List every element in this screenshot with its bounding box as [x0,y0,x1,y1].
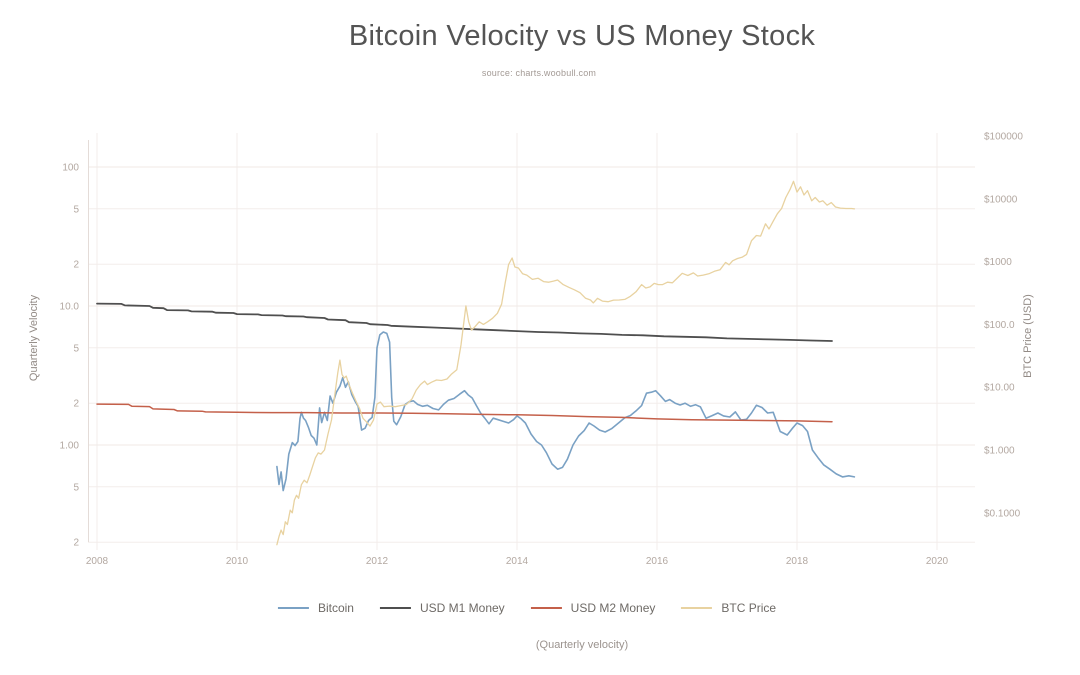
svg-text:2010: 2010 [226,556,249,567]
series-line-bitcoin [276,331,856,492]
right-axis-title: BTC Price (USD) [1022,294,1034,378]
svg-text:$1000: $1000 [984,257,1012,268]
svg-text:5: 5 [73,343,79,354]
right-axis-tick-labels: $100000 $10000 $1000 $100.0 $10.00 $1.000 $0.1… [984,132,1023,520]
gridlines [88,133,975,550]
legend: Bitcoin USD M1 Money USD M2 Money BTC Pr… [277,601,776,615]
svg-text:$0.1000: $0.1000 [984,508,1021,519]
svg-text:5: 5 [73,482,79,493]
svg-text:2012: 2012 [366,556,389,567]
legend-swatch-btc-price [681,607,713,609]
series-line-usd-m2-money [96,403,833,423]
legend-item-usd-m1-money[interactable]: USD M1 Money [379,601,505,615]
svg-text:10.0: 10.0 [60,302,80,313]
svg-text:2018: 2018 [786,556,809,567]
legend-swatch-bitcoin [277,607,309,609]
legend-label-usd-m2-money: USD M2 Money [570,601,656,615]
svg-text:$10.00: $10.00 [984,383,1015,394]
legend-label-btc-price: BTC Price [721,601,777,615]
legend-label-bitcoin: Bitcoin [317,601,354,615]
legend-swatch-usd-m2-money [530,607,562,609]
svg-text:2008: 2008 [86,556,109,567]
svg-text:$1.000: $1.000 [984,446,1015,457]
series-line-btc-price [276,180,856,546]
chart-subtitle: source: charts.woobull.com [481,68,597,78]
series-line-usd-m1-money [96,302,833,342]
svg-text:2016: 2016 [646,556,669,567]
svg-text:$100.0: $100.0 [984,320,1015,331]
svg-text:1.00: 1.00 [60,441,80,452]
svg-text:100: 100 [62,163,79,174]
left-axis-tick-labels: 100 5 2 10.0 5 2 1.00 5 2 [60,163,80,549]
svg-text:2: 2 [73,399,79,410]
x-axis-tick-labels: 2008 2010 2012 2014 2016 2018 2020 [86,556,949,567]
legend-item-bitcoin[interactable]: Bitcoin [277,601,354,615]
legend-item-btc-price[interactable]: BTC Price [681,601,776,615]
svg-text:2: 2 [73,538,79,549]
legend-label-usd-m1-money: USD M1 Money [419,601,505,615]
chart-title: Bitcoin Velocity vs US Money Stock [348,20,816,52]
left-axis-title: Quarterly Velocity [28,294,40,381]
svg-text:2014: 2014 [506,556,529,567]
legend-item-usd-m2-money[interactable]: USD M2 Money [530,601,656,615]
svg-text:2: 2 [73,260,79,271]
chart-caption: (Quarterly velocity) [535,639,629,651]
legend-swatch-usd-m1-money [379,607,411,609]
svg-text:5: 5 [73,204,79,215]
svg-text:2020: 2020 [926,556,949,567]
svg-text:$100000: $100000 [984,132,1023,143]
svg-text:$10000: $10000 [984,194,1018,205]
